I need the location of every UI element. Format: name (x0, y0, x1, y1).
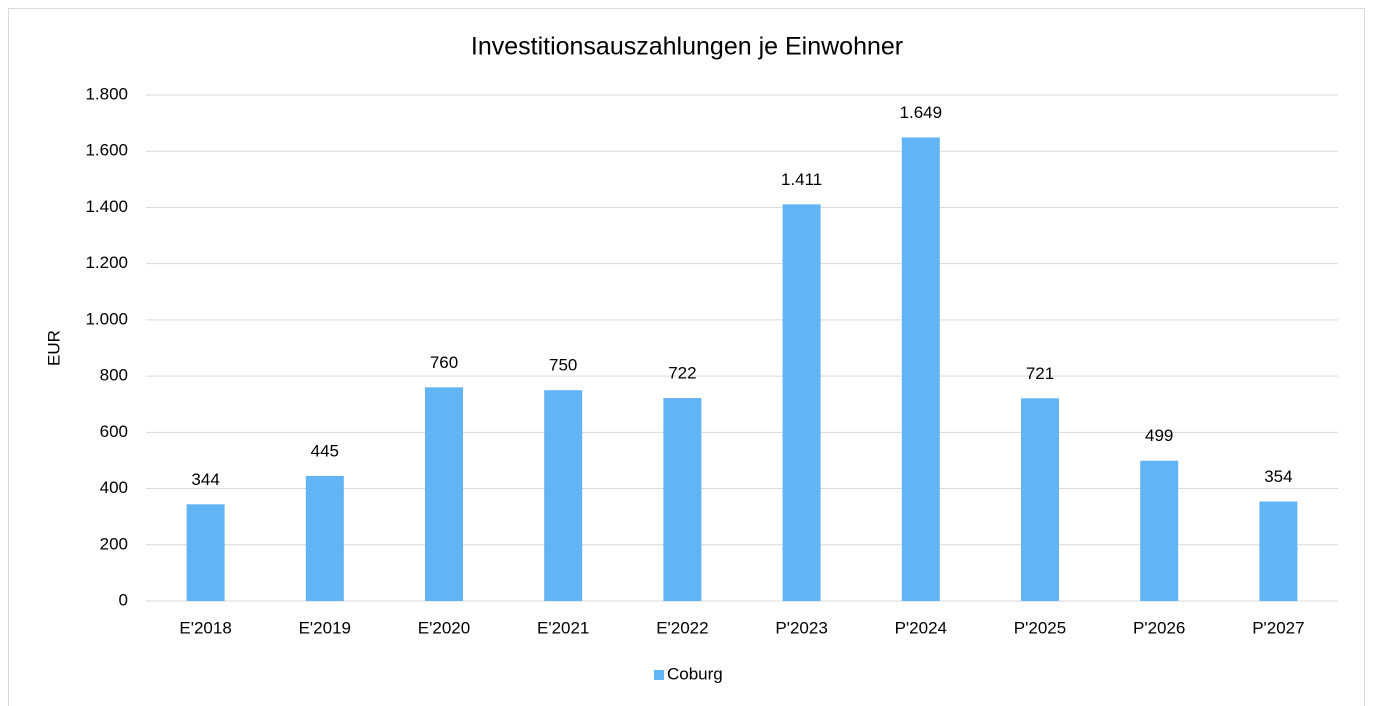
y-tick-label: 200 (100, 534, 128, 553)
y-tick-label: 1.200 (85, 253, 128, 272)
y-tick-label: 0 (119, 590, 128, 609)
y-axis-label: EUR (44, 330, 63, 366)
data-label: 344 (191, 470, 219, 489)
x-tick-label: E'2020 (418, 618, 470, 637)
x-tick-label: E'2019 (299, 618, 351, 637)
x-tick-label: P'2027 (1252, 618, 1304, 637)
x-tick-label: E'2022 (656, 618, 708, 637)
bar (1021, 398, 1059, 601)
x-tick-label: P'2024 (895, 618, 947, 637)
data-label: 445 (311, 441, 339, 460)
legend-swatch (654, 670, 664, 680)
chart-title: Investitionsauszahlungen je Einwohner (471, 33, 903, 61)
y-tick-label: 600 (100, 422, 128, 441)
bar (663, 398, 702, 601)
y-tick-label: 1.600 (85, 141, 128, 160)
y-tick-label: 1.800 (85, 84, 128, 103)
bar (544, 390, 583, 601)
bar (1259, 501, 1298, 601)
data-label: 1.649 (900, 103, 943, 122)
data-label: 760 (430, 353, 458, 372)
x-tick-label: P'2026 (1133, 618, 1185, 637)
legend-label: Coburg (667, 664, 723, 683)
bar (305, 475, 344, 601)
x-tick-label: E'2018 (179, 618, 231, 637)
data-label: 354 (1264, 467, 1292, 486)
bar (782, 204, 821, 601)
bar (425, 387, 463, 601)
bar (1140, 460, 1179, 601)
y-tick-label: 400 (100, 478, 128, 497)
y-tick-label: 1.000 (85, 309, 128, 328)
data-label: 721 (1026, 364, 1054, 383)
x-tick-label: P'2025 (1014, 618, 1066, 637)
y-tick-label: 1.400 (85, 197, 128, 216)
x-tick-label: E'2021 (537, 618, 589, 637)
x-tick-label: P'2023 (775, 618, 827, 637)
bar (186, 504, 225, 601)
data-label: 1.411 (781, 170, 822, 189)
data-label: 499 (1145, 426, 1173, 445)
bar (901, 137, 940, 601)
data-label: 722 (668, 364, 696, 383)
y-tick-label: 800 (100, 366, 128, 385)
data-label: 750 (549, 356, 577, 375)
